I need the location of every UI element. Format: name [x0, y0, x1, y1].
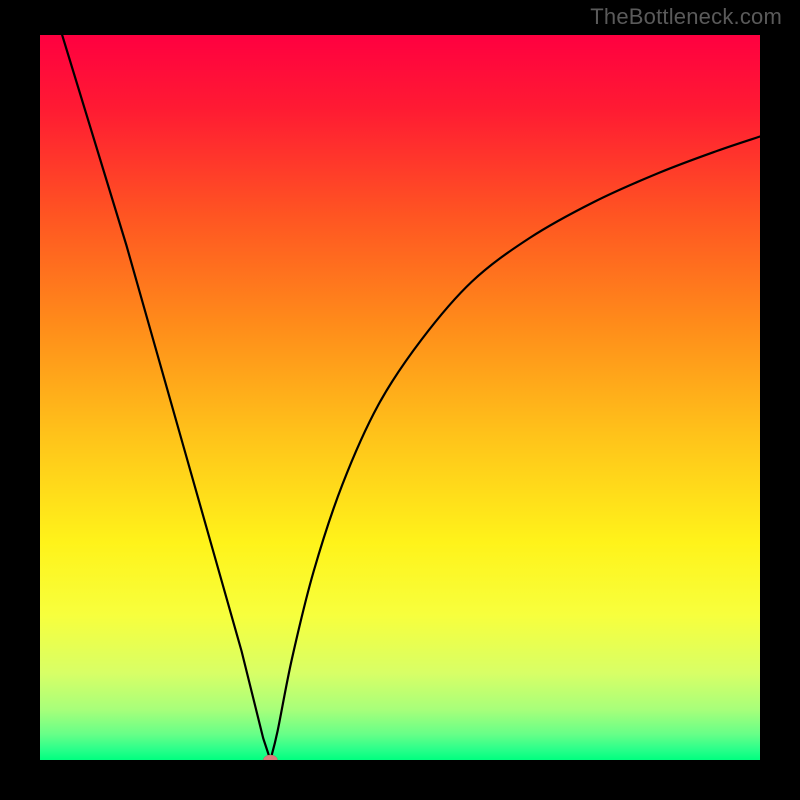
watermark-text: TheBottleneck.com: [590, 4, 782, 30]
chart-stage: TheBottleneck.com: [0, 0, 800, 800]
plot-background-gradient: [40, 35, 760, 760]
bottleneck-chart: [0, 0, 800, 800]
